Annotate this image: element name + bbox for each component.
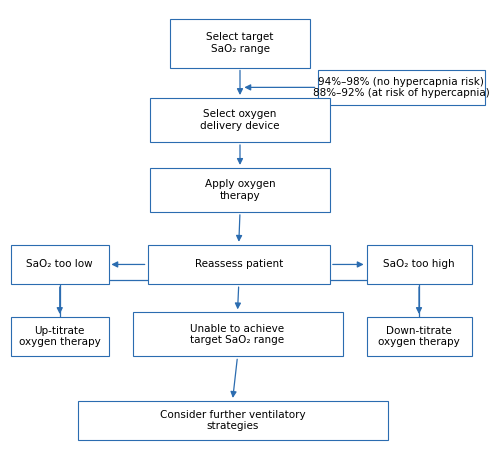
Text: 94%–98% (no hypercapnia risk)
88%–92% (at risk of hypercapnia): 94%–98% (no hypercapnia risk) 88%–92% (a… bbox=[313, 76, 490, 98]
Text: Up-titrate
oxygen therapy: Up-titrate oxygen therapy bbox=[19, 326, 100, 348]
FancyBboxPatch shape bbox=[11, 317, 108, 356]
Text: Unable to achieve
target SaO₂ range: Unable to achieve target SaO₂ range bbox=[190, 323, 284, 345]
FancyBboxPatch shape bbox=[150, 168, 330, 212]
Text: Consider further ventilatory
strategies: Consider further ventilatory strategies bbox=[160, 410, 306, 432]
FancyBboxPatch shape bbox=[366, 245, 472, 284]
FancyBboxPatch shape bbox=[132, 312, 342, 356]
Text: Apply oxygen
therapy: Apply oxygen therapy bbox=[204, 179, 276, 201]
FancyBboxPatch shape bbox=[318, 70, 485, 105]
FancyBboxPatch shape bbox=[11, 245, 108, 284]
FancyBboxPatch shape bbox=[150, 98, 330, 142]
Text: Select oxygen
delivery device: Select oxygen delivery device bbox=[200, 109, 280, 131]
FancyBboxPatch shape bbox=[148, 245, 330, 284]
Text: SaO₂ too high: SaO₂ too high bbox=[383, 260, 455, 269]
Text: Select target
SaO₂ range: Select target SaO₂ range bbox=[206, 32, 274, 54]
Text: Down-titrate
oxygen therapy: Down-titrate oxygen therapy bbox=[378, 326, 460, 348]
Text: SaO₂ too low: SaO₂ too low bbox=[26, 260, 93, 269]
FancyBboxPatch shape bbox=[366, 317, 472, 356]
FancyBboxPatch shape bbox=[170, 19, 310, 68]
Text: Reassess patient: Reassess patient bbox=[194, 260, 283, 269]
FancyBboxPatch shape bbox=[78, 401, 388, 440]
